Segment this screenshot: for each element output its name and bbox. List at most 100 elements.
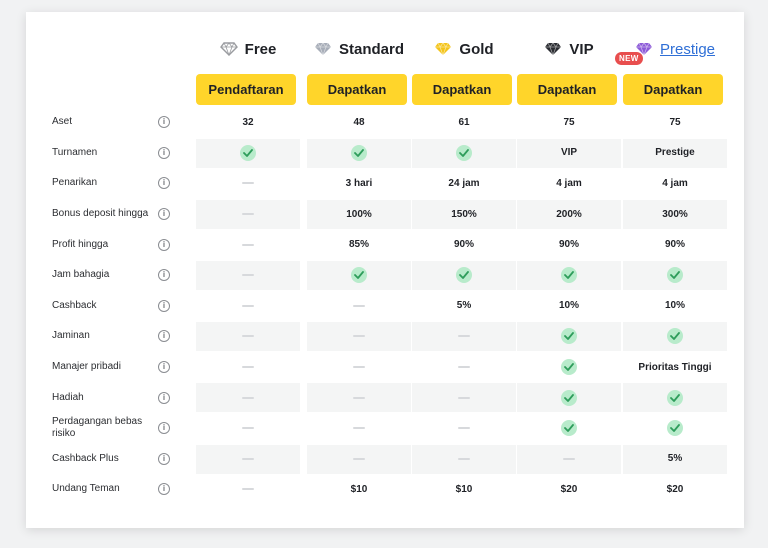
value-cell: 4 jam: [662, 177, 688, 189]
value-cell: 85%: [348, 239, 369, 251]
register-button-free[interactable]: Pendaftaran: [196, 74, 296, 105]
value-cell: Prestige: [655, 147, 695, 159]
row-stripe: [517, 199, 621, 229]
info-icon[interactable]: i: [158, 146, 170, 159]
row-stripe: [307, 199, 411, 229]
row-stripe: [623, 199, 727, 229]
dash-icon: [353, 427, 365, 430]
new-badge: NEW: [615, 52, 643, 65]
check-cell: [517, 321, 621, 352]
value-cell: 3 hari: [345, 177, 373, 189]
feature-label: Hadiah: [52, 391, 84, 403]
feature-label: Manajer pribadi: [52, 361, 121, 373]
feature-label: Undang Teman: [52, 483, 120, 495]
get-button-gold[interactable]: Dapatkan: [412, 74, 512, 105]
row-stripe: [517, 138, 621, 168]
dash-icon: [353, 457, 365, 460]
info-icon[interactable]: i: [158, 330, 170, 343]
dash-cell: [412, 413, 516, 444]
value-cell: 61: [458, 116, 470, 128]
dash-cell: [517, 444, 621, 475]
value-cell: 150%: [451, 208, 477, 220]
dash-icon: [458, 396, 470, 399]
value-cell: 32: [242, 116, 254, 128]
row-stripe: [623, 444, 727, 474]
info-icon[interactable]: i: [158, 299, 170, 312]
purple-diamond-icon: [635, 42, 653, 56]
dash-icon: [353, 335, 365, 338]
dash-icon: [353, 304, 365, 307]
value-cell: 10%: [664, 300, 685, 312]
check-cell: [517, 382, 621, 413]
value-cell: 90%: [664, 239, 685, 251]
black-diamond-icon: [544, 42, 562, 56]
tier-name-standard: Standard: [338, 40, 404, 58]
tier-header-standard: Standard: [307, 38, 411, 60]
value-cell: $10: [350, 483, 368, 495]
check-cell: [623, 321, 727, 352]
dash-cell: [196, 291, 300, 322]
get-button-vip[interactable]: Dapatkan: [517, 74, 617, 105]
value-cell: 90%: [558, 239, 579, 251]
check-cell: [517, 260, 621, 291]
dash-icon: [458, 366, 470, 369]
value-cell: 4 jam: [556, 177, 582, 189]
dash-icon: [458, 457, 470, 460]
check-icon: [561, 359, 577, 376]
value-cell: 24 jam: [448, 177, 480, 189]
info-icon[interactable]: i: [158, 422, 170, 435]
info-icon[interactable]: i: [158, 391, 170, 404]
check-icon: [561, 328, 577, 345]
feature-label: Bonus deposit hingga: [52, 208, 149, 220]
features-table: Aset i 32 48 61 75 75 Turnamen i VIP Prestige Penar…: [26, 107, 744, 505]
get-button-standard[interactable]: Dapatkan: [307, 74, 407, 105]
check-cell: [412, 138, 516, 169]
info-icon[interactable]: i: [158, 483, 170, 496]
value-cell: $20: [560, 483, 578, 495]
dash-cell: [196, 321, 300, 352]
feature-label: Penarikan: [52, 177, 98, 189]
dash-cell: [196, 229, 300, 260]
check-icon: [667, 267, 683, 284]
tier-header-vip: VIP: [517, 38, 621, 60]
comparison-card: Free Standard Gold VIP Prestige NEW Pendaftar…: [26, 12, 744, 528]
value-cell: VIP: [560, 147, 578, 159]
row-stripe: [412, 199, 516, 229]
outline-diamond-icon: [219, 42, 238, 56]
dash-cell: [196, 168, 300, 199]
feature-label: Profit hingga: [52, 238, 109, 250]
dash-icon: [353, 366, 365, 369]
feature-label: Jam bahagia: [52, 269, 110, 281]
tier-name-prestige[interactable]: Prestige: [659, 40, 716, 58]
check-cell: [517, 413, 621, 444]
gold-diamond-icon: [434, 42, 452, 56]
value-cell: $10: [455, 483, 473, 495]
info-icon[interactable]: i: [158, 116, 170, 129]
info-icon[interactable]: i: [158, 361, 170, 374]
silver-diamond-icon: [314, 42, 332, 56]
info-icon[interactable]: i: [158, 269, 170, 282]
dash-icon: [242, 274, 254, 277]
table-row: Jaminan i: [26, 321, 744, 352]
info-icon[interactable]: i: [158, 208, 170, 221]
check-cell: [307, 138, 411, 169]
check-cell: [196, 138, 300, 169]
check-icon: [667, 389, 683, 406]
info-icon[interactable]: i: [158, 452, 170, 465]
dash-cell: [307, 352, 411, 383]
dash-cell: [307, 291, 411, 322]
info-icon[interactable]: i: [158, 238, 170, 251]
info-icon[interactable]: i: [158, 177, 170, 190]
dash-icon: [563, 457, 575, 460]
check-icon: [561, 420, 577, 437]
tier-header-gold: Gold: [412, 38, 516, 60]
dash-cell: [307, 382, 411, 413]
dash-icon: [242, 182, 254, 185]
dash-cell: [412, 444, 516, 475]
tier-header-prestige[interactable]: Prestige: [623, 38, 727, 60]
check-cell: [307, 260, 411, 291]
get-button-prestige[interactable]: Dapatkan: [623, 74, 723, 105]
feature-label: Jaminan: [52, 330, 90, 342]
tier-name-gold: Gold: [459, 40, 494, 58]
dash-cell: [196, 474, 300, 505]
